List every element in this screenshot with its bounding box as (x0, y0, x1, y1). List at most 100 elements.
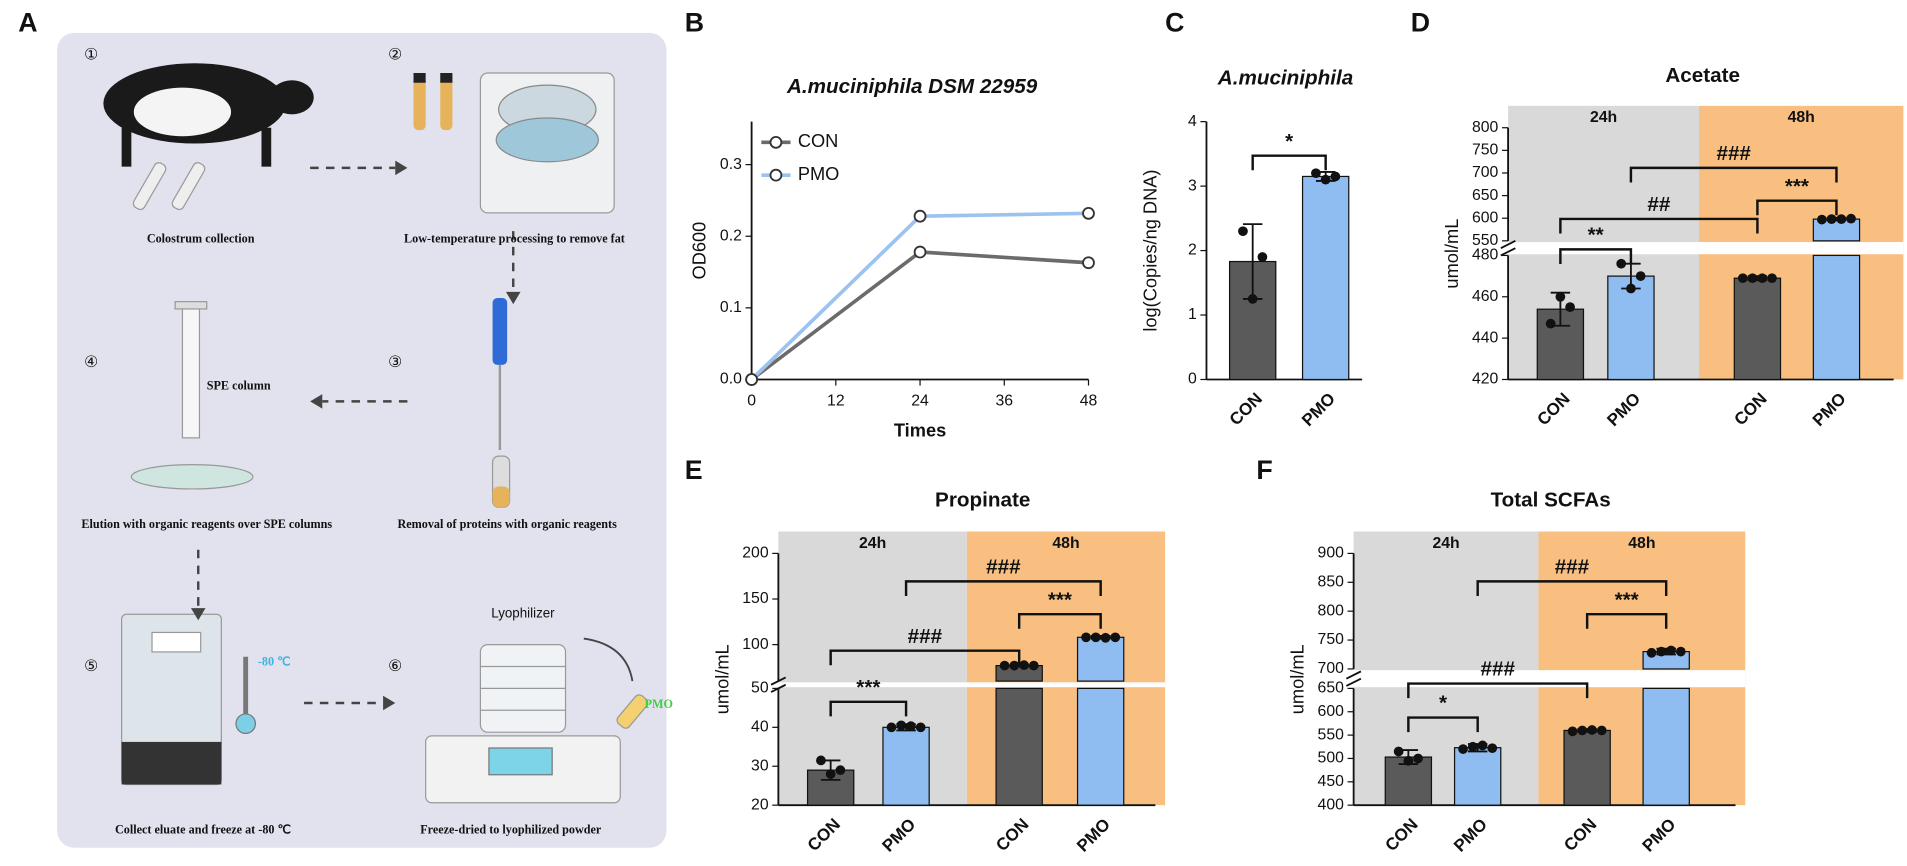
group-label: 48h (1052, 535, 1079, 552)
data-point (1635, 271, 1646, 281)
bar (1301, 175, 1350, 381)
y-tick-label: 40 (751, 718, 769, 735)
significance-bracket (1017, 612, 1102, 629)
series-line (750, 250, 1089, 381)
series-marker (913, 209, 927, 223)
significance-label: ### (1555, 555, 1590, 578)
y-tick-label: 450 (1318, 773, 1345, 790)
significance-bracket (904, 580, 1102, 596)
x-tick-label: 0 (747, 393, 756, 410)
y-tick-label: 150 (742, 590, 769, 607)
legend-marker (769, 168, 783, 182)
bar (995, 687, 1043, 806)
cow-illustration (103, 63, 314, 211)
centrifuge-illustration (413, 72, 615, 214)
data-point (1747, 273, 1758, 284)
y-tick-label: 0.2 (720, 227, 742, 244)
y-tick-label: 900 (1318, 545, 1345, 562)
spe-column-illustration (130, 301, 254, 490)
x-tick-label: PMO (1450, 815, 1491, 856)
panel-label: B (685, 7, 704, 37)
group-background (778, 531, 967, 806)
significance-label: *** (1785, 175, 1810, 198)
data-point (1028, 660, 1039, 671)
x-tick-label: 24 (911, 393, 929, 410)
data-point (1675, 646, 1686, 657)
series-line (750, 211, 1089, 381)
axis-break-mark (1500, 240, 1516, 249)
data-point (1757, 273, 1768, 284)
y-tick-label: 500 (1318, 750, 1345, 767)
y-axis-label: umol/mL (711, 644, 732, 714)
data-point (1081, 632, 1091, 643)
significance-bracket (1585, 612, 1668, 629)
legend-label: CON (798, 130, 839, 151)
series-marker (1082, 206, 1095, 220)
data-point (1846, 213, 1856, 224)
data-point (1656, 646, 1667, 657)
y-tick-label: 2 (1188, 242, 1197, 259)
product-label: PMO (645, 697, 673, 711)
x-tick-label: PMO (1809, 389, 1850, 430)
data-point (915, 722, 926, 733)
data-point (1626, 283, 1636, 294)
panel-label: C (1165, 7, 1184, 37)
data-point (1545, 318, 1556, 329)
data-point (1616, 258, 1627, 269)
data-point (1487, 743, 1498, 754)
lyophilizer-illustration (425, 637, 649, 804)
y-tick-label: 750 (1472, 142, 1499, 159)
data-point (1413, 753, 1423, 764)
data-point (1817, 214, 1827, 225)
chart-title: A.muciniphila (1217, 67, 1353, 90)
data-point (886, 722, 897, 733)
y-tick-label: 0.1 (720, 299, 742, 316)
x-axis-label: Times (894, 420, 946, 441)
step-caption: Low-temperature processing to remove fat (404, 231, 625, 245)
axis-break-mark (1345, 670, 1362, 680)
y-tick-label: 600 (1472, 209, 1499, 226)
panel-label: E (685, 455, 703, 485)
data-point (1596, 725, 1607, 736)
axis-break-gap (778, 682, 1166, 688)
data-point (1393, 746, 1404, 757)
data-point (816, 755, 826, 766)
y-tick-label: 200 (742, 545, 769, 562)
series-marker (913, 245, 927, 259)
y-tick-label: 0.0 (720, 371, 742, 388)
column-label: SPE column (207, 379, 271, 393)
y-tick-label: 550 (1318, 726, 1345, 743)
y-tick-label: 420 (1472, 371, 1499, 388)
significance-label: * (1439, 692, 1448, 715)
group-label: 24h (859, 535, 886, 552)
data-point (1737, 273, 1748, 284)
significance-bracket (829, 649, 1021, 666)
significance-bracket (1251, 154, 1327, 171)
data-point (835, 765, 846, 775)
significance-label: ## (1647, 193, 1670, 216)
group-label: 48h (1628, 535, 1655, 552)
data-point (1555, 291, 1566, 302)
step-number: ⑥ (388, 656, 402, 675)
data-point (1257, 252, 1268, 262)
significance-label: *** (856, 676, 881, 699)
x-tick-label: 36 (995, 393, 1013, 410)
x-tick-label: PMO (1639, 815, 1680, 856)
panel-label: D (1411, 7, 1430, 37)
axis-break-mark (1345, 677, 1362, 687)
data-point (825, 769, 836, 779)
y-tick-label: 460 (1472, 288, 1499, 305)
y-tick-label: 3 (1188, 177, 1197, 194)
y-tick-label: 100 (742, 636, 769, 653)
data-point (896, 720, 907, 731)
y-tick-label: 440 (1472, 329, 1499, 346)
x-tick-label: 48 (1080, 393, 1098, 410)
x-tick-label: CON (1731, 389, 1771, 429)
x-tick-label: CON (1381, 815, 1421, 855)
y-tick-label: 700 (1318, 660, 1345, 677)
group-background (1353, 531, 1539, 806)
axis-break-gap (1508, 242, 1904, 255)
group-label: 24h (1590, 109, 1617, 126)
x-tick-label: PMO (1603, 389, 1644, 430)
